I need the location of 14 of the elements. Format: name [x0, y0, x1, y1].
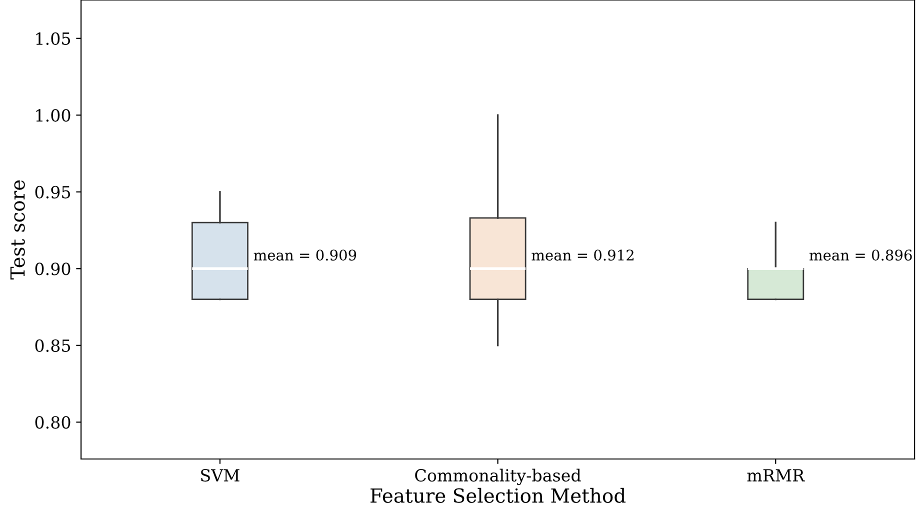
y-tick-label: 0.95 [35, 186, 70, 198]
y-tick-label: 1.00 [36, 109, 70, 122]
x-tick-label: Commonality-based [415, 468, 581, 486]
y-tick-label: 0.80 [35, 416, 70, 429]
annotation: mean = 0.909 [254, 250, 356, 261]
x-axis-title: Feature Selection Method [370, 488, 626, 503]
x-tick-label: mRMR [747, 469, 806, 482]
annotation: mean = 0.912 [532, 250, 634, 261]
y-axis-title: Test score [10, 180, 25, 280]
y-tick-label: 0.85 [35, 339, 70, 352]
y-tick-label: 1.05 [36, 32, 70, 45]
y-tick-label: 0.90 [35, 262, 70, 276]
x-tick-label: SVM [201, 469, 240, 482]
annotation: mean = 0.896 [810, 250, 912, 261]
